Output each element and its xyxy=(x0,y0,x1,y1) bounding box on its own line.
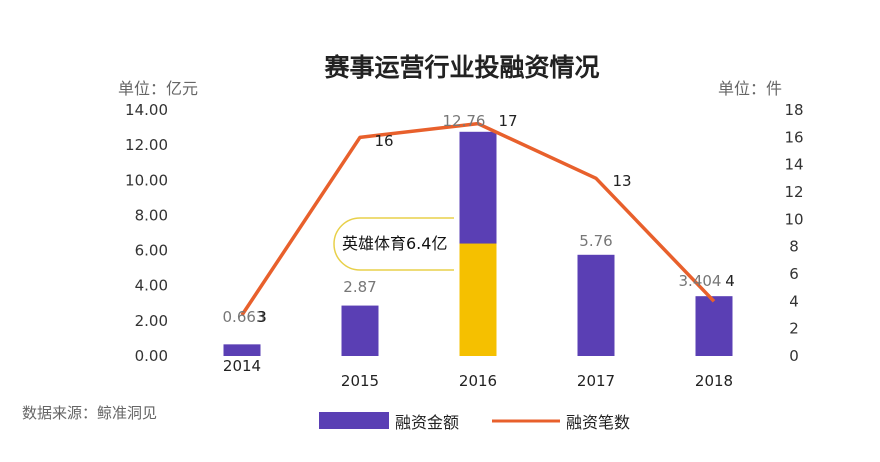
category-label: 2018 xyxy=(695,372,733,390)
left-tick-label: 4.00 xyxy=(135,277,168,295)
bar-value-labels: 0.663 2.87 12.76 5.76 3.404 xyxy=(223,112,722,326)
bar-2017 xyxy=(577,254,615,356)
left-tick-label: 14.00 xyxy=(125,101,168,119)
right-tick-label: 8 xyxy=(789,238,799,256)
bar-value-label: 5.76 xyxy=(579,232,612,250)
bar-value-label: 12.76 xyxy=(443,112,486,130)
count-line xyxy=(240,121,716,316)
bar-2014 xyxy=(223,344,261,356)
category-label: 2017 xyxy=(577,372,615,390)
bar-2018 xyxy=(695,296,733,356)
right-tick-label: 4 xyxy=(789,292,799,310)
right-tick-label: 12 xyxy=(784,183,803,201)
line-value-label: 4 xyxy=(725,272,735,290)
legend-bar-swatch xyxy=(319,412,389,429)
category-label: 2016 xyxy=(459,372,497,390)
bar-value-label: 2.87 xyxy=(343,278,376,296)
left-tick-label: 6.00 xyxy=(135,242,168,260)
left-tick-label: 8.00 xyxy=(135,206,168,224)
right-tick-label: 0 xyxy=(789,347,799,365)
right-tick-label: 18 xyxy=(784,101,803,119)
legend: 融资金额 融资笔数 xyxy=(319,412,630,432)
left-axis: 0.00 2.00 4.00 6.00 8.00 10.00 12.00 14.00 xyxy=(125,101,168,365)
left-tick-label: 2.00 xyxy=(135,312,168,330)
line-series xyxy=(240,121,716,316)
bar-value-label: 0.663 xyxy=(223,308,266,326)
highlight-callout-bracket xyxy=(333,217,454,271)
chart-title: 赛事运营行业投融资情况 xyxy=(323,53,599,82)
line-value-labels: 3 16 17 13 4 xyxy=(257,112,735,326)
category-label: 2014 xyxy=(223,357,261,375)
right-tick-label: 10 xyxy=(784,210,803,228)
left-tick-label: 12.00 xyxy=(125,136,168,154)
left-axis-unit: 单位：亿元 xyxy=(118,79,198,98)
highlight-group: 英雄体育6.4亿 xyxy=(333,217,497,356)
source-note: 数据来源：鲸准洞见 xyxy=(22,404,157,422)
legend-bar-label: 融资金额 xyxy=(395,413,459,432)
left-tick-label: 0.00 xyxy=(135,347,168,365)
right-axis: 0 2 4 6 8 10 12 14 16 18 xyxy=(784,101,803,365)
right-tick-label: 2 xyxy=(789,320,799,338)
right-tick-label: 16 xyxy=(784,128,803,146)
category-label: 2015 xyxy=(341,372,379,390)
right-axis-unit: 单位：件 xyxy=(718,79,782,98)
line-value-label: 3 xyxy=(257,308,267,326)
bar-value-label: 3.404 xyxy=(679,272,722,290)
category-axis: 2014 2015 2016 2017 2018 xyxy=(223,357,733,390)
line-value-label: 17 xyxy=(498,112,517,130)
right-tick-label: 6 xyxy=(789,265,799,283)
line-value-label: 16 xyxy=(374,132,393,150)
left-tick-label: 10.00 xyxy=(125,171,168,189)
legend-line-label: 融资笔数 xyxy=(566,413,630,432)
line-value-label: 13 xyxy=(612,172,631,190)
right-tick-label: 14 xyxy=(784,156,803,174)
highlight-bar-segment xyxy=(459,243,497,356)
highlight-callout-label: 英雄体育6.4亿 xyxy=(342,234,447,253)
bar-2015 xyxy=(341,305,379,356)
